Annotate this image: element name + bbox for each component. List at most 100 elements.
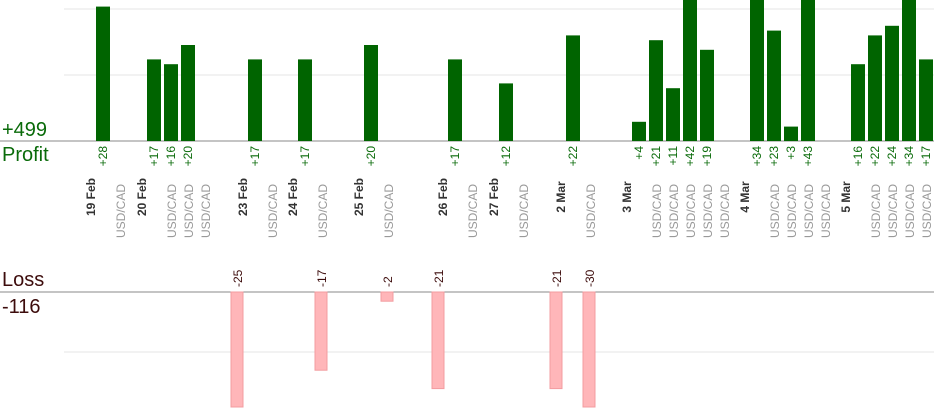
profit-value-label: +34 <box>902 146 916 167</box>
loss-value-label: -25 <box>231 269 245 287</box>
profit-bar <box>164 64 178 141</box>
loss-bar <box>549 291 563 390</box>
date-label: 3 Mar <box>620 181 634 213</box>
date-label: 26 Feb <box>436 178 450 216</box>
loss-bar <box>314 291 328 371</box>
pair-label: USD/CAD <box>768 184 782 238</box>
profit-bar <box>181 45 195 141</box>
profit-value-label: +16 <box>164 146 178 167</box>
pair-label: USD/CAD <box>667 184 681 238</box>
profit-value-label: +43 <box>801 146 815 167</box>
pair-label: USD/CAD <box>182 184 196 238</box>
profit-value-label: +17 <box>448 146 462 167</box>
pair-label: USD/CAD <box>785 184 799 238</box>
profit-value-label: +34 <box>750 146 764 167</box>
profit-bar <box>666 88 680 141</box>
profit-bar <box>649 40 663 142</box>
pair-label: USD/CAD <box>114 184 128 238</box>
profit-value-label: +11 <box>666 146 680 166</box>
profit-value-label: +28 <box>96 146 110 167</box>
profit-bar <box>566 35 580 141</box>
profit-bar <box>851 64 865 141</box>
loss-value-label: -21 <box>432 269 446 287</box>
loss-total: -116 <box>2 296 41 318</box>
profit-value-label: +16 <box>851 146 865 167</box>
profit-value-label: +24 <box>885 146 899 167</box>
pair-label: USD/CAD <box>382 184 396 238</box>
pair-label: USD/CAD <box>718 184 732 238</box>
profit-value-label: +17 <box>298 146 312 167</box>
date-label: 24 Feb <box>286 178 300 216</box>
profit-value-label: +20 <box>364 146 378 167</box>
profit-bar <box>784 126 798 141</box>
profit-value-label: +42 <box>683 146 697 167</box>
pair-label: USD/CAD <box>819 184 833 238</box>
loss-label: Loss <box>2 269 45 291</box>
loss-bar <box>230 291 244 408</box>
loss-value-label: -2 <box>381 276 395 287</box>
pair-label: USD/CAD <box>517 184 531 238</box>
profit-value-label: +20 <box>181 146 195 167</box>
pair-label: USD/CAD <box>165 184 179 238</box>
pair-label: USD/CAD <box>886 184 900 238</box>
pair-label: USD/CAD <box>802 184 816 238</box>
pair-label: USD/CAD <box>869 184 883 238</box>
profit-bar <box>448 59 462 141</box>
pair-label: USD/CAD <box>316 184 330 238</box>
pair-label: USD/CAD <box>584 184 598 238</box>
profit-bar <box>364 45 378 141</box>
loss-value-label: -17 <box>315 269 329 287</box>
date-label: 25 Feb <box>352 178 366 216</box>
profit-value-label: +4 <box>632 146 646 160</box>
profit-bar <box>885 25 899 141</box>
profit-value-label: +17 <box>147 146 161 167</box>
profit-bar <box>919 59 933 141</box>
profit-value-label: +17 <box>919 146 933 167</box>
date-label: 2 Mar <box>554 181 568 213</box>
date-label: 27 Feb <box>487 178 501 216</box>
profit-value-label: +19 <box>700 146 714 167</box>
profit-bar <box>683 0 697 141</box>
pair-label: USD/CAD <box>199 184 213 238</box>
profit-label: Profit <box>2 144 49 166</box>
pair-label: USD/CAD <box>266 184 280 238</box>
date-label: 20 Feb <box>135 178 149 216</box>
profit-bar <box>801 0 815 141</box>
pair-label: USD/CAD <box>920 184 934 238</box>
profit-value-label: +23 <box>767 146 781 167</box>
profit-value-label: +22 <box>868 146 882 167</box>
profit-bar <box>902 0 916 141</box>
profit-value-label: +17 <box>248 146 262 167</box>
profit-bar <box>750 0 764 141</box>
profit-bar <box>147 59 161 141</box>
profit-bar <box>248 59 262 141</box>
profit-value-label: +22 <box>566 146 580 167</box>
loss-value-label: -21 <box>550 269 564 287</box>
loss-bar <box>431 291 445 390</box>
date-label: 19 Feb <box>84 178 98 216</box>
profit-bar <box>632 121 646 141</box>
profit-value-label: +12 <box>499 146 513 167</box>
loss-bar <box>582 291 596 408</box>
pair-label: USD/CAD <box>650 184 664 238</box>
date-label: 5 Mar <box>839 181 853 213</box>
profit-bar <box>868 35 882 141</box>
loss-bar <box>380 291 394 302</box>
pair-label: USD/CAD <box>701 184 715 238</box>
date-label: 4 Mar <box>738 181 752 213</box>
profit-bar <box>700 49 714 141</box>
loss-value-label: -30 <box>583 269 597 287</box>
pair-label: USD/CAD <box>903 184 917 238</box>
profit-bar <box>298 59 312 141</box>
pair-label: USD/CAD <box>466 184 480 238</box>
date-label: 23 Feb <box>236 178 250 216</box>
profit-total: +499 <box>2 119 48 141</box>
profit-bar <box>96 6 110 141</box>
profit-bar <box>499 83 513 141</box>
profit-bars: +28 +17 +16 +20 +17 +17 +20 +17 +12 +22 +4 +21 +11 +4… <box>96 0 933 166</box>
category-labels: 19 Feb USD/CAD 20 Feb USD/CAD USD/CAD USD/CAD… <box>84 178 934 238</box>
profit-bar <box>767 30 781 142</box>
profit-value-label: +21 <box>649 146 663 167</box>
loss-bars: -25 -17 -2 -21 -21 -30 <box>230 269 597 408</box>
